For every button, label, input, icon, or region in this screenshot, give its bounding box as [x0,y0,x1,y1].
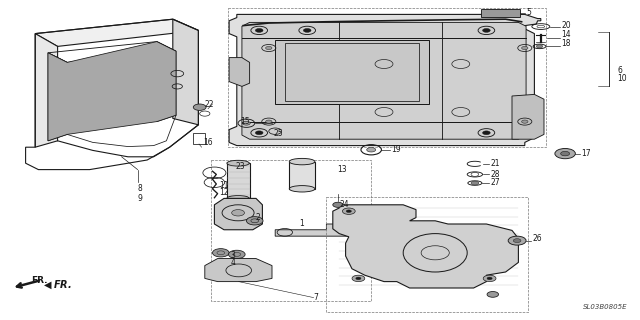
Polygon shape [205,259,272,282]
Text: 27: 27 [490,178,500,187]
Bar [211,160,371,301]
Polygon shape [242,22,526,139]
Polygon shape [333,205,518,288]
Text: 15: 15 [241,117,250,126]
Circle shape [346,210,351,212]
Text: 8: 8 [138,184,142,193]
Bar [481,9,520,17]
Text: FR.: FR. [31,276,47,285]
Circle shape [508,236,526,245]
Ellipse shape [227,196,249,201]
Text: 23: 23 [236,162,245,171]
Circle shape [212,249,229,257]
Polygon shape [173,19,198,125]
Text: 3: 3 [230,251,236,260]
Ellipse shape [227,160,249,166]
Text: 22: 22 [205,100,214,109]
Text: 21: 21 [490,159,500,168]
Text: 26: 26 [532,234,542,243]
Text: 17: 17 [581,149,591,158]
Text: 5: 5 [526,8,531,17]
Text: 19: 19 [392,145,401,154]
Polygon shape [275,224,355,236]
Ellipse shape [289,186,315,192]
Text: 18: 18 [561,39,571,48]
Polygon shape [35,19,198,46]
Bar [228,8,546,147]
Text: 9: 9 [138,194,143,203]
Polygon shape [214,198,262,230]
Text: 11: 11 [219,181,228,190]
Text: 7: 7 [314,293,319,302]
Text: 14: 14 [561,30,571,39]
Circle shape [255,131,263,135]
Circle shape [536,45,543,48]
Circle shape [232,210,244,216]
Ellipse shape [289,158,315,165]
Circle shape [487,277,492,280]
Text: 10: 10 [618,74,627,83]
Circle shape [255,28,263,32]
Bar [275,40,429,104]
Bar [285,43,419,101]
Text: 24: 24 [339,200,349,209]
Circle shape [266,120,272,123]
Polygon shape [512,94,544,139]
Polygon shape [289,162,315,189]
Circle shape [342,208,355,214]
Circle shape [471,181,479,185]
Circle shape [243,121,250,125]
Circle shape [513,239,521,243]
Text: 12: 12 [219,188,228,196]
Circle shape [483,275,496,282]
Circle shape [555,148,575,159]
Text: SL03B0805E: SL03B0805E [582,304,627,310]
Circle shape [522,120,528,123]
Circle shape [246,217,263,225]
Text: 28: 28 [490,170,500,179]
Circle shape [522,46,528,50]
Circle shape [561,151,570,156]
Polygon shape [229,58,250,86]
Bar [193,133,205,144]
Circle shape [193,104,206,110]
Text: 4: 4 [230,258,236,267]
Circle shape [333,202,343,207]
Text: 6: 6 [618,66,623,75]
Text: 25: 25 [274,129,284,138]
Circle shape [487,292,499,297]
Bar [326,197,528,312]
Polygon shape [229,14,541,146]
Text: 13: 13 [337,165,347,174]
Polygon shape [35,34,58,147]
Text: 1: 1 [300,220,304,228]
Circle shape [356,277,361,280]
Circle shape [352,275,365,282]
Text: 20: 20 [561,21,571,30]
Circle shape [228,250,245,259]
Polygon shape [227,163,250,198]
Circle shape [483,28,490,32]
Text: 16: 16 [204,138,213,147]
Circle shape [483,131,490,135]
Polygon shape [48,53,67,141]
Text: 2: 2 [256,213,260,222]
Polygon shape [48,42,176,141]
Circle shape [367,148,376,152]
Text: $\blacktriangleleft$FR.: $\blacktriangleleft$FR. [42,279,72,291]
Circle shape [266,46,272,50]
Circle shape [303,28,311,32]
